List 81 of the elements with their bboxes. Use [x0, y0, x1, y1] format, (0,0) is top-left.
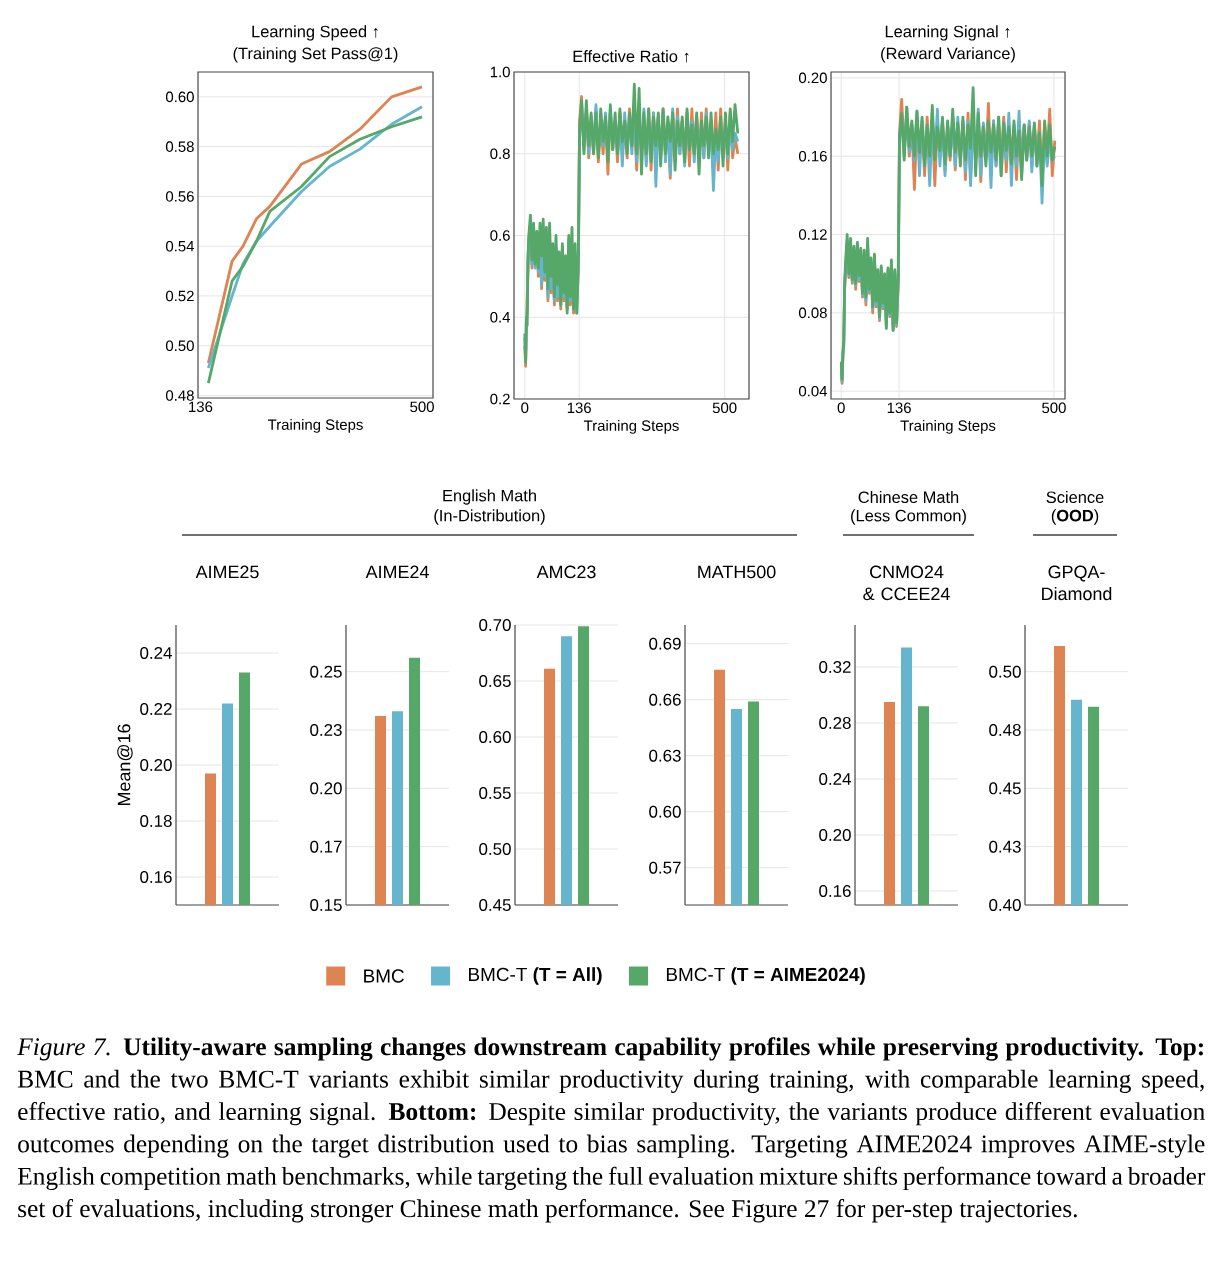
y-tick-label: 0.2 [490, 393, 510, 405]
y-tick-label: 0.50 [479, 843, 511, 856]
y-tick-label: 0.70 [479, 619, 511, 632]
chart-title: Effective Ratio ↑ [573, 50, 689, 63]
text: Figure 7. Utility-aware sampling changes downstream capability profiles while preserving productivity. Top: BMC and the two BMC-T variants exhibit similar productivity during training, with comparable learning speed, effective ratio, and learning signal. Bottom: Despite similar productivity, the variants produce different evaluation outcomes depending on the target distribution used to bias sampling. Targeting AIME2024 improves AIME-style English competition math benchmarks, while targeting the full evaluation mixture shifts performance toward a broader set of evaluations, including stronger Chinese math performance. See Figure 27 for per-step trajectories. [17, 1037, 1206, 1223]
y-axis-title: Mean@16 [117, 724, 133, 806]
y-tick-label: 0.60 [649, 805, 681, 818]
y-tick-label: 0.16 [140, 871, 172, 884]
chart-title: AIME24 [365, 565, 429, 579]
x-axis-title: Training Steps [900, 419, 996, 434]
y-tick-label: 0.45 [989, 782, 1021, 795]
chart-title: AMC23 [536, 565, 596, 579]
y-tick-label: 0.58 [165, 141, 194, 152]
y-tick-label: 0.63 [649, 749, 681, 762]
y-tick-label: 0.32 [819, 661, 851, 674]
chart-title: AIME25 [195, 565, 259, 579]
chart-title: Learning Speed ↑ [252, 25, 378, 41]
x-tick-label: 500 [410, 401, 434, 413]
y-tick-label: 0.50 [165, 340, 194, 352]
y-tick-label: 0.24 [819, 773, 851, 786]
y-tick-label: 0.25 [310, 665, 342, 678]
chart-title: Learning Signal ↑ [885, 25, 1010, 41]
text: Chinese Math [858, 490, 959, 504]
legend-label: BMC-T (T = All) [469, 967, 602, 985]
y-tick-label: 0.65 [479, 675, 511, 688]
y-tick-label: 0.20 [140, 759, 172, 772]
y-tick-label: 0.43 [989, 840, 1021, 853]
y-tick-label: 0.60 [479, 731, 511, 744]
y-tick-label: 0.22 [140, 703, 172, 716]
chart-title: CNMO24 & CCEE24 [863, 565, 950, 601]
x-axis-title: Training Steps [267, 418, 363, 433]
y-tick-label: 0.66 [649, 693, 681, 706]
y-tick-label: 0.20 [310, 782, 342, 795]
chart-title: MATH500 [698, 565, 776, 579]
text: English Math [443, 489, 536, 505]
y-tick-label: 0.17 [310, 840, 342, 853]
y-tick-label: 0.20 [819, 829, 851, 842]
legend-label: BMC [364, 969, 404, 983]
x-axis-title: Training Steps [583, 419, 679, 434]
y-tick-label: 0.16 [819, 885, 851, 898]
y-tick-label: 0.48 [165, 390, 194, 401]
y-tick-label: 0.08 [798, 307, 827, 319]
x-tick-label: 136 [567, 402, 591, 414]
x-tick-label: 0 [837, 402, 845, 414]
x-tick-label: 136 [887, 402, 911, 414]
y-tick-label: 0.16 [798, 150, 827, 162]
chart-subtitle: (Reward Variance) [881, 47, 1015, 63]
y-tick-label: 0.8 [490, 148, 510, 160]
text: Science [1046, 490, 1104, 504]
y-tick-label: 0.56 [165, 191, 194, 202]
y-tick-label: 0.20 [798, 72, 827, 84]
x-tick-label: 136 [189, 401, 213, 413]
y-tick-label: 0.23 [310, 724, 342, 737]
y-tick-label: 0.12 [798, 229, 827, 240]
text: (Less Common) [851, 509, 966, 525]
y-tick-label: 0.48 [989, 724, 1021, 737]
y-tick-label: 0.24 [140, 647, 172, 660]
chart-title: GPQA-Diamond [1042, 565, 1112, 601]
y-tick-label: 0.69 [649, 637, 681, 650]
y-tick-label: 1.0 [490, 66, 510, 78]
y-tick-label: 0.54 [165, 240, 195, 252]
x-tick-label: 0 [521, 402, 529, 414]
text: (OOD) [1051, 509, 1099, 525]
text: (In-Distribution) [434, 509, 545, 525]
y-tick-label: 0.04 [798, 385, 828, 397]
y-tick-label: 0.28 [819, 717, 851, 730]
y-tick-label: 0.60 [165, 91, 194, 103]
y-tick-label: 0.55 [479, 787, 511, 800]
y-tick-label: 0.18 [140, 815, 172, 828]
y-tick-label: 0.15 [310, 899, 342, 912]
y-tick-label: 0.4 [490, 311, 511, 323]
y-tick-label: 0.45 [479, 899, 511, 912]
legend-label: BMC-T (T = AIME2024) [666, 967, 865, 985]
y-tick-label: 0.40 [989, 899, 1021, 912]
chart-subtitle: (Training Set Pass@1) [233, 47, 398, 63]
y-tick-label: 0.50 [989, 665, 1021, 678]
y-tick-label: 0.6 [490, 230, 510, 241]
x-tick-label: 500 [1042, 402, 1066, 414]
y-tick-label: 0.52 [165, 290, 194, 302]
x-tick-label: 500 [712, 402, 737, 414]
y-tick-label: 0.57 [649, 861, 681, 874]
